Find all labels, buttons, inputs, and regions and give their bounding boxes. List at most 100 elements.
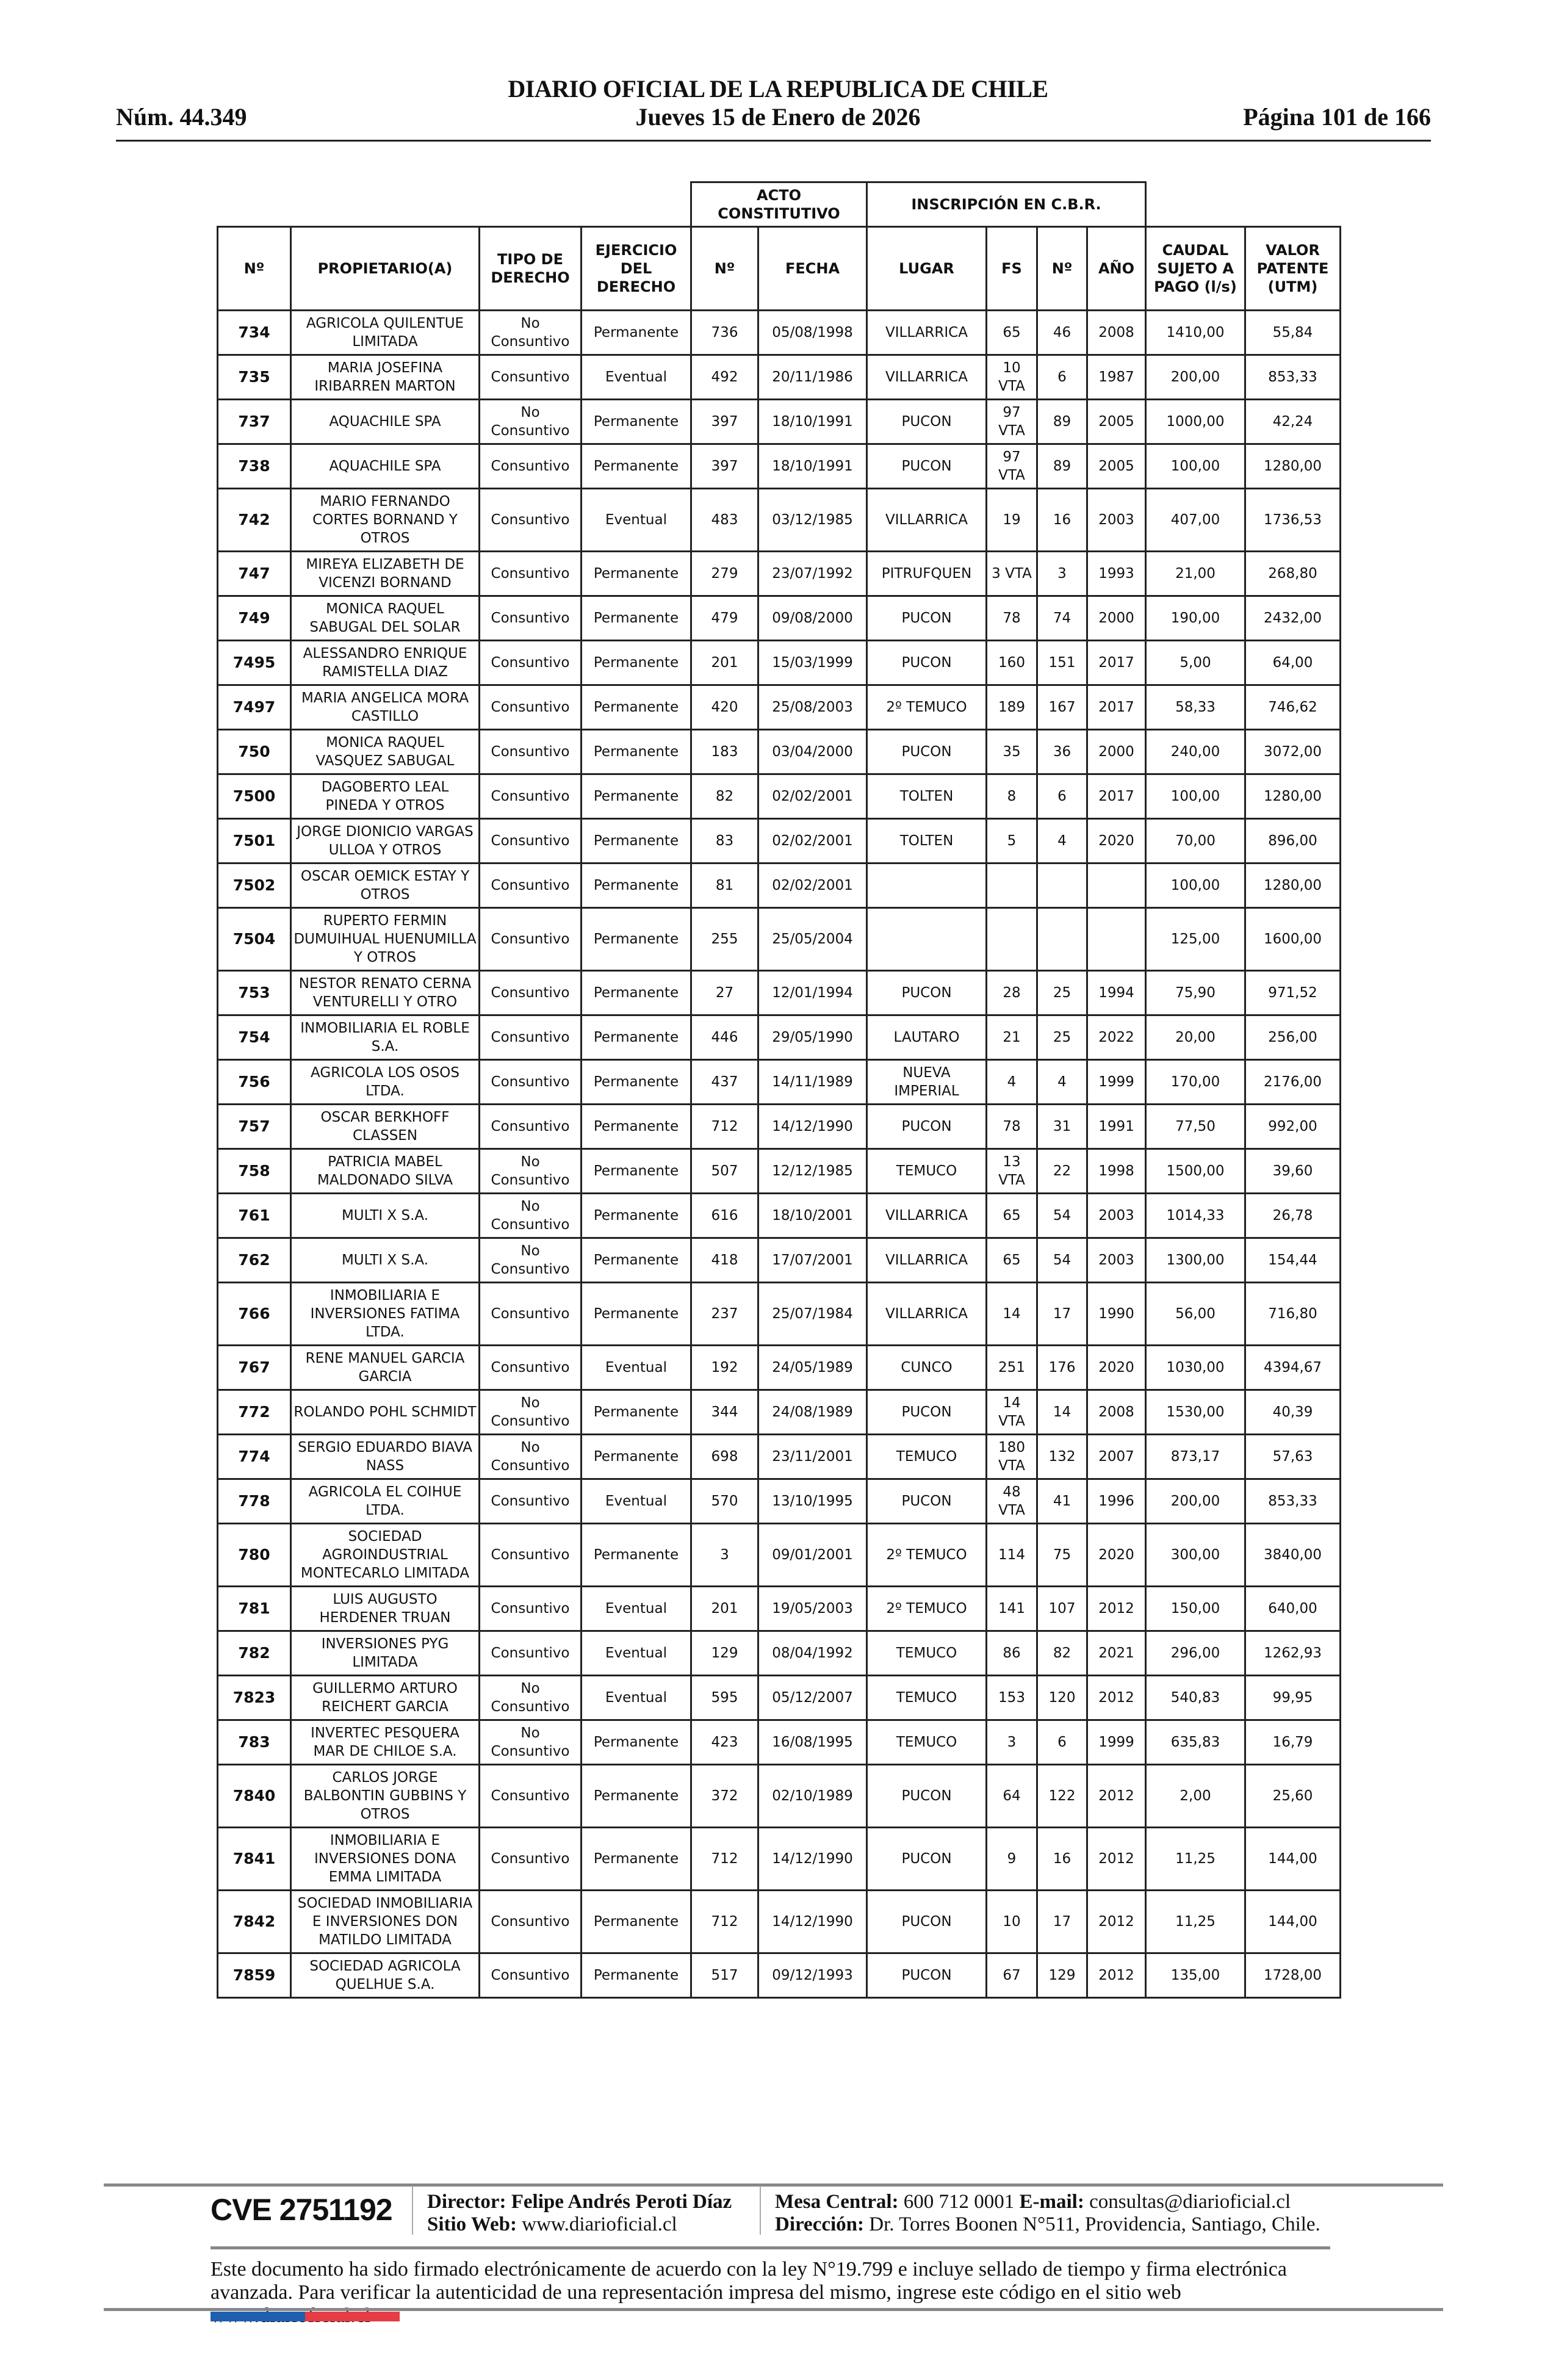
cell-number: 7823 [217, 1675, 292, 1721]
cell-number: 738 [217, 443, 292, 489]
cell-right-type: Consuntivo [478, 862, 582, 909]
cell-year: 2021 [1086, 1630, 1147, 1676]
cell-number: 780 [217, 1523, 292, 1587]
header-col-place: LUGAR [866, 226, 987, 311]
cell-act-date: 05/08/1998 [757, 309, 868, 356]
cell-flow: 135,00 [1145, 1952, 1246, 1999]
cell-flow: 1014,33 [1145, 1192, 1246, 1239]
cell-owner: AQUACHILE SPA [290, 443, 480, 489]
cell-right-type: No Consuntivo [478, 1719, 582, 1765]
cell-year: 2007 [1086, 1433, 1147, 1480]
web-link[interactable]: www.diarioficial.cl [522, 2213, 677, 2235]
cell-act-number: 479 [690, 595, 759, 641]
cell-act-number: 423 [690, 1719, 759, 1765]
cell-right-type: No Consuntivo [478, 1148, 582, 1194]
cell-number: 750 [217, 729, 292, 775]
cell-right-type: Consuntivo [478, 443, 582, 489]
cell-fs: 28 [985, 970, 1038, 1016]
cell-exercise: Eventual [580, 1630, 692, 1676]
cell-act-number: 82 [690, 773, 759, 820]
cell-fs [985, 907, 1038, 972]
cell-fs: 21 [985, 1014, 1038, 1061]
cell-act-number: 3 [690, 1523, 759, 1587]
flag-stripe-red [305, 2312, 400, 2321]
cell-exercise: Permanente [580, 1148, 692, 1194]
table-row: 7502 OSCAR OEMICK ESTAY Y OTROS Consuntivo… [217, 862, 1341, 909]
cell-act-number: 344 [690, 1389, 759, 1435]
table-row: 7495 ALESSANDRO ENRIQUE RAMISTELLA DIAZ Co… [217, 640, 1341, 686]
cell-act-number: 183 [690, 729, 759, 775]
header-divider [116, 140, 1431, 142]
cell-right-type: Consuntivo [478, 1826, 582, 1891]
cell-place [866, 907, 987, 972]
cell-act-number: 420 [690, 684, 759, 730]
cell-number: 737 [217, 398, 292, 445]
cell-fs: 3 VTA [985, 550, 1038, 597]
cell-exercise: Permanente [580, 862, 692, 909]
table-row: 753 NESTOR RENATO CERNA VENTURELLI Y OTRO… [217, 970, 1341, 1016]
cell-fs: 67 [985, 1952, 1038, 1999]
cell-exercise: Permanente [580, 818, 692, 864]
cell-place: VILLARRICA [866, 1237, 987, 1283]
table-row: 758 PATRICIA MABEL MALDONADO SILVA No Cons… [217, 1148, 1341, 1194]
cell-registry-number: 46 [1036, 309, 1088, 356]
cell-place: PITRUFQUEN [866, 550, 987, 597]
cell-owner: AGRICOLA LOS OSOS LTDA. [290, 1059, 480, 1105]
cell-exercise: Permanente [580, 1889, 692, 1954]
cell-act-number: 418 [690, 1237, 759, 1283]
cell-patent-value: 3840,00 [1244, 1523, 1341, 1587]
table-row: 756 AGRICOLA LOS OSOS LTDA. Consuntivo Perm… [217, 1059, 1341, 1105]
cell-place: PUCON [866, 1826, 987, 1891]
table-row: 747 MIREYA ELIZABETH DE VICENZI BORNAND Co… [217, 550, 1341, 597]
cell-year: 1999 [1086, 1059, 1147, 1105]
issue-number: Núm. 44.349 [116, 103, 247, 131]
email-link[interactable]: consultas@diarioficial.cl [1089, 2191, 1291, 2213]
cell-flow: 190,00 [1145, 595, 1246, 641]
cell-registry-number: 41 [1036, 1478, 1088, 1524]
cell-act-number: 570 [690, 1478, 759, 1524]
table-row: 7500 DAGOBERTO LEAL PINEDA Y OTROS Consunt… [217, 773, 1341, 820]
cell-place: PUCON [866, 729, 987, 775]
cell-flow: 2,00 [1145, 1764, 1246, 1828]
cell-patent-value: 25,60 [1244, 1764, 1341, 1828]
cell-year: 2012 [1086, 1675, 1147, 1721]
cell-right-type: Consuntivo [478, 1630, 582, 1676]
cell-act-number: 255 [690, 907, 759, 972]
cell-year: 2003 [1086, 488, 1147, 552]
cell-patent-value: 1262,93 [1244, 1630, 1341, 1676]
cell-number: 778 [217, 1478, 292, 1524]
cell-right-type: Consuntivo [478, 907, 582, 972]
cell-place: VILLARRICA [866, 1192, 987, 1239]
header-col-exercise: EJERCICIO DEL DERECHO [580, 226, 692, 311]
cell-place: VILLARRICA [866, 354, 987, 400]
cell-year: 2022 [1086, 1014, 1147, 1061]
header-col-owner: PROPIETARIO(A) [290, 226, 480, 311]
cell-place: TOLTEN [866, 818, 987, 864]
cell-act-date: 14/12/1990 [757, 1103, 868, 1150]
cell-fs: 64 [985, 1764, 1038, 1828]
cell-registry-number: 75 [1036, 1523, 1088, 1587]
cell-flow: 1500,00 [1145, 1148, 1246, 1194]
cell-flow: 1300,00 [1145, 1237, 1246, 1283]
header-col-act-date: FECHA [757, 226, 868, 311]
contact-info: Mesa Central: 600 712 0001 E-mail: consu… [775, 2191, 1320, 2236]
cell-act-date: 02/02/2001 [757, 862, 868, 909]
cell-flow: 20,00 [1145, 1014, 1246, 1061]
footer-divider [104, 2308, 1443, 2311]
cell-number: 756 [217, 1059, 292, 1105]
cell-registry-number: 120 [1036, 1675, 1088, 1721]
cell-right-type: Consuntivo [478, 818, 582, 864]
cell-act-number: 237 [690, 1282, 759, 1346]
cell-fs: 8 [985, 773, 1038, 820]
cell-exercise: Permanente [580, 729, 692, 775]
cell-year: 2017 [1086, 640, 1147, 686]
cell-flow: 75,90 [1145, 970, 1246, 1016]
cell-right-type: Consuntivo [478, 1764, 582, 1828]
cell-place: TEMUCO [866, 1433, 987, 1480]
cell-exercise: Permanente [580, 1282, 692, 1346]
cell-act-number: 397 [690, 443, 759, 489]
cell-owner: RUPERTO FERMIN DUMUIHUAL HUENUMILLA Y OT… [290, 907, 480, 972]
cell-owner: OSCAR BERKHOFF CLASSEN [290, 1103, 480, 1150]
cell-number: 735 [217, 354, 292, 400]
cell-fs: 114 [985, 1523, 1038, 1587]
